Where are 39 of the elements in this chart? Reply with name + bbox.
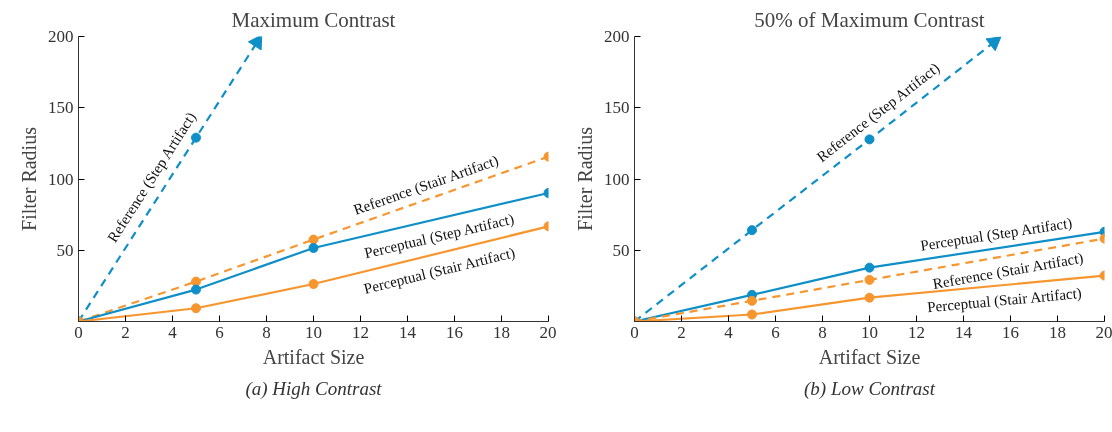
y-tick-label: 100 <box>48 169 74 189</box>
x-tick-label: 12 <box>908 322 925 342</box>
y-tick-label: 50 <box>612 240 630 260</box>
x-tick-label: 20 <box>539 322 557 342</box>
x-tick-label: 4 <box>168 322 178 342</box>
x-tick-label: 6 <box>771 322 780 342</box>
y-tick-label: 150 <box>604 98 630 118</box>
y-tick-label: 200 <box>604 27 630 46</box>
text: (b) Low Contrast <box>804 377 936 400</box>
x-tick-label: 6 <box>215 322 224 342</box>
y-axis-title: Filter Radius <box>18 126 40 231</box>
x-axis-title: Artifact Size <box>262 345 365 368</box>
x-tick-label: 2 <box>121 322 130 342</box>
x-tick-label: 4 <box>724 322 734 342</box>
y-tick-label: 100 <box>604 169 630 189</box>
text: Perceptual (Step Artifact) <box>919 214 1074 255</box>
chart-title: 50% of Maximum Contrast <box>754 7 985 32</box>
x-tick-label: 10 <box>305 322 322 342</box>
x-tick-label: 14 <box>399 322 417 342</box>
x-tick-label: 20 <box>1095 322 1112 342</box>
x-tick-label: 8 <box>818 322 827 342</box>
x-tick-label: 16 <box>1002 322 1019 342</box>
chart-title: Maximum Contrast <box>231 7 396 32</box>
y-tick-label: 150 <box>48 98 74 118</box>
text: (a) High Contrast <box>245 377 383 400</box>
x-tick-label: 16 <box>446 322 463 342</box>
x-tick-label: 8 <box>262 322 271 342</box>
x-tick-label: 18 <box>493 322 510 342</box>
y-axis-title: Filter Radius <box>574 126 596 231</box>
x-tick-label: 0 <box>630 322 639 342</box>
x-axis-title: Artifact Size <box>818 345 921 368</box>
y-tick-label: 50 <box>56 240 74 260</box>
x-tick-label: 10 <box>861 322 878 342</box>
x-tick-label: 0 <box>74 322 83 342</box>
x-tick-label: 18 <box>1049 322 1066 342</box>
y-tick-label: 200 <box>48 27 74 46</box>
x-tick-label: 2 <box>677 322 686 342</box>
x-tick-label: 14 <box>955 322 973 342</box>
x-tick-label: 12 <box>352 322 369 342</box>
